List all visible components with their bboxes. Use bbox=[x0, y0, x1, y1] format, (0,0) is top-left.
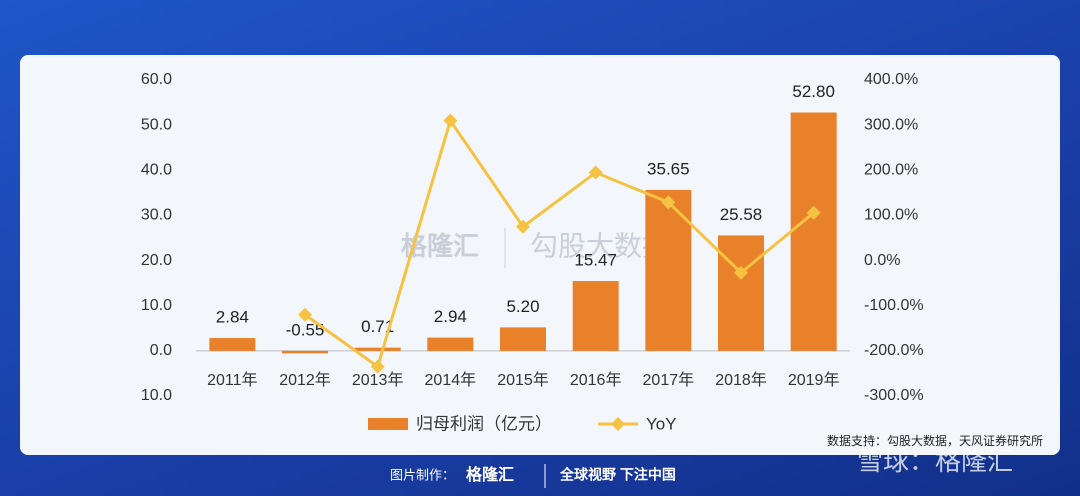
y2-tick-label: 100.0% bbox=[864, 207, 918, 224]
y-tick-label: 10.0 bbox=[141, 297, 172, 314]
bar-value-label: 0.71 bbox=[361, 317, 394, 336]
x-tick-label: 2013年 bbox=[352, 371, 404, 389]
y2-tick-label: 300.0% bbox=[864, 116, 918, 133]
bar-value-label: 25.58 bbox=[720, 205, 763, 224]
bar-value-label: 2.84 bbox=[216, 308, 249, 327]
x-tick-label: 2017年 bbox=[643, 371, 695, 389]
bar-value-label: 15.47 bbox=[574, 251, 617, 270]
bar bbox=[209, 338, 256, 351]
y2-tick-label: 0.0% bbox=[864, 252, 900, 269]
footer-brand: 格隆汇 bbox=[466, 465, 514, 484]
bar bbox=[790, 112, 837, 351]
x-tick-label: 2018年 bbox=[715, 371, 767, 389]
y-tick-label: 0.0 bbox=[150, 342, 172, 359]
bar bbox=[282, 350, 328, 354]
x-tick-label: 2011年 bbox=[207, 371, 257, 389]
x-tick-label: 2012年 bbox=[279, 371, 331, 389]
y2-tick-label: -200.0% bbox=[864, 342, 924, 359]
watermark-corner: 雪球：格隆汇 bbox=[857, 446, 1013, 476]
x-tick-label: 2016年 bbox=[570, 371, 622, 389]
bar bbox=[645, 189, 692, 351]
bar-value-label: 5.20 bbox=[506, 297, 539, 316]
y-tick-label: 40.0 bbox=[141, 162, 172, 179]
y2-tick-label: -100.0% bbox=[864, 297, 924, 314]
bar bbox=[572, 281, 619, 351]
bar bbox=[427, 337, 474, 351]
y-tick-label: 10.0 bbox=[141, 387, 172, 404]
bar-value-label: 2.94 bbox=[434, 307, 467, 326]
source: 数据支持：勾股大数据，天风证券研究所 bbox=[827, 433, 1043, 448]
line bbox=[304, 117, 815, 370]
y-tick-label: 30.0 bbox=[141, 207, 172, 224]
legend-label: 归母利润（亿元） bbox=[416, 414, 552, 433]
line-marker bbox=[734, 265, 748, 280]
x-tick-label: 2015年 bbox=[497, 371, 549, 389]
footer-slogan: 全球视野 下注中国 bbox=[559, 467, 676, 483]
legend-swatch bbox=[368, 418, 408, 430]
bar bbox=[354, 347, 401, 351]
y2-tick-label: 200.0% bbox=[864, 162, 918, 179]
line-marker bbox=[806, 205, 821, 220]
x-tick-label: 2014年 bbox=[425, 371, 477, 389]
legend-swatch-marker bbox=[611, 417, 625, 431]
line-marker bbox=[588, 165, 603, 180]
line-marker bbox=[661, 195, 676, 210]
y-tick-label: 20.0 bbox=[141, 252, 172, 269]
bar bbox=[500, 327, 546, 351]
line-marker bbox=[443, 113, 458, 128]
bar bbox=[718, 235, 764, 351]
legend-label: YoY bbox=[646, 414, 677, 433]
y-tick-label: 60.0 bbox=[141, 71, 172, 88]
line-marker bbox=[298, 307, 312, 322]
y-tick-label: 50.0 bbox=[141, 116, 172, 133]
footer-label: 图片制作： bbox=[390, 467, 455, 482]
bar-value-label: 52.80 bbox=[792, 82, 835, 101]
y2-tick-label: 400.0% bbox=[864, 71, 918, 88]
x-tick-label: 2019年 bbox=[788, 371, 840, 389]
y2-tick-label: -300.0% bbox=[864, 387, 924, 404]
line-marker bbox=[370, 359, 385, 374]
line-marker bbox=[516, 219, 530, 234]
bar-value-label: -0.55 bbox=[286, 320, 325, 339]
bar-value-label: 35.65 bbox=[647, 159, 690, 178]
